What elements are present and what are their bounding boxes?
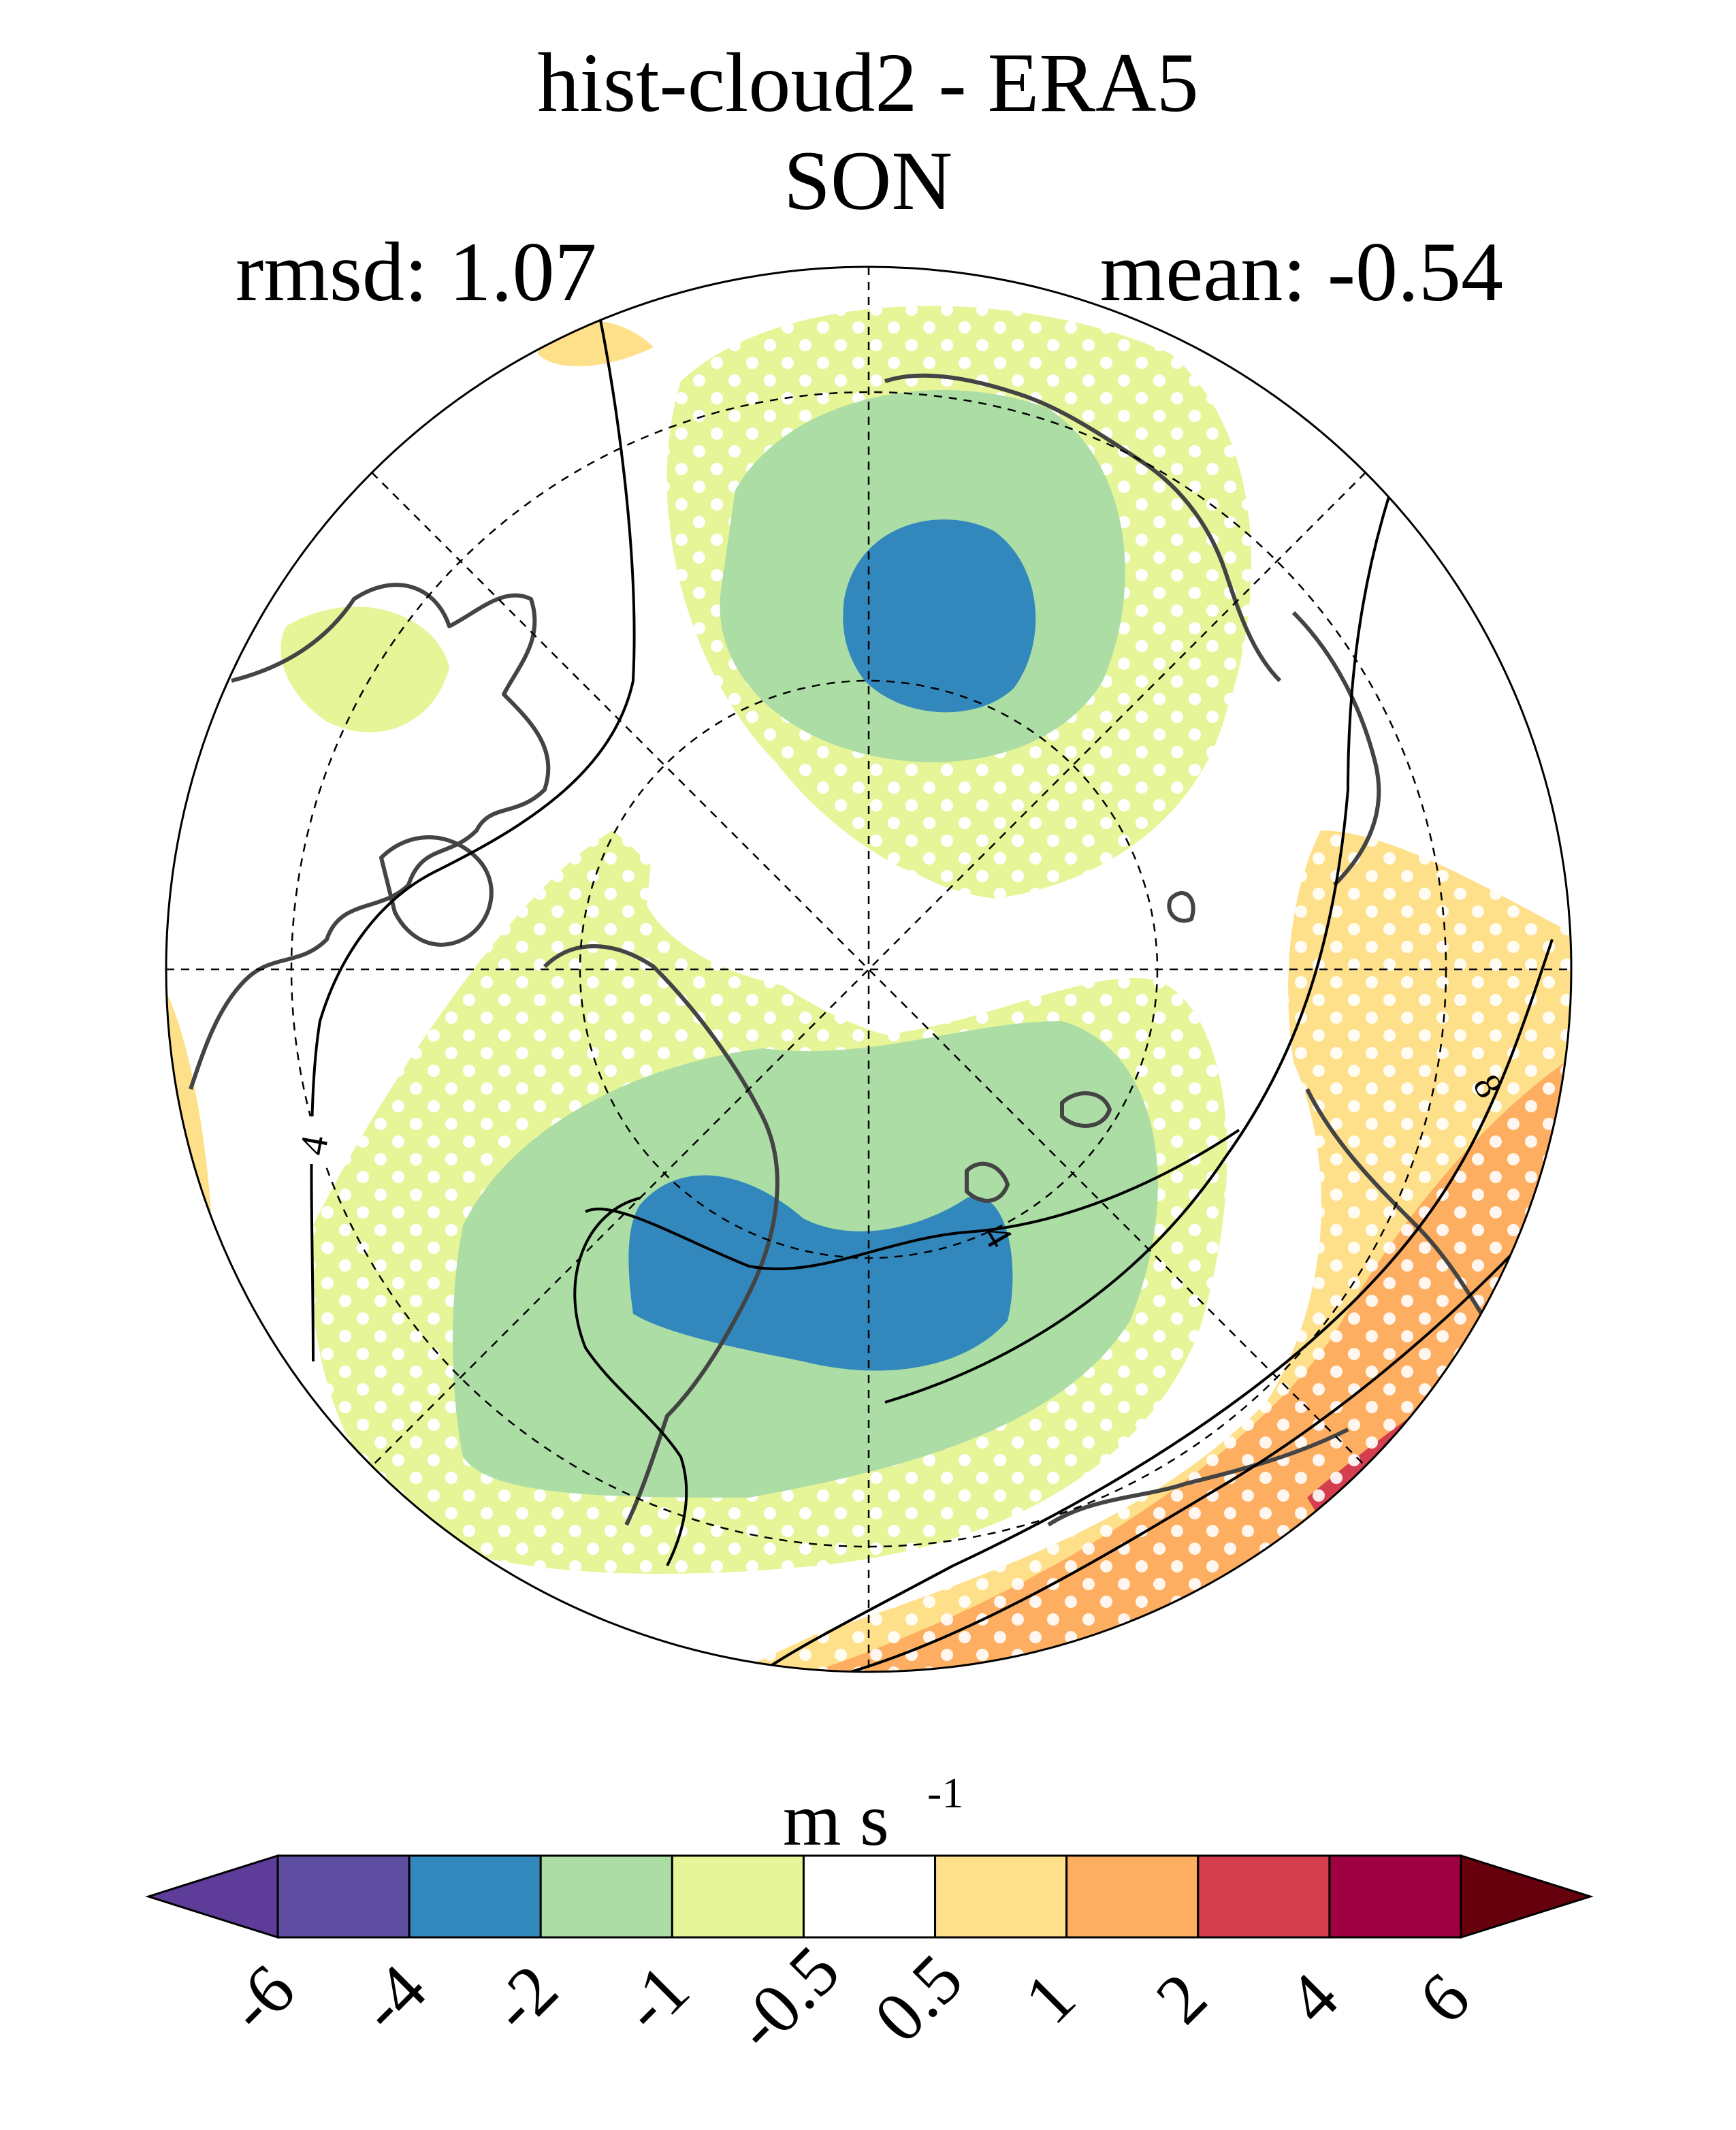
coastline-novaya-zemlya	[1167, 891, 1195, 923]
colorbar	[145, 1854, 1594, 1939]
colorbar-box-5	[802, 1854, 937, 1939]
contour-line-8	[748, 939, 1554, 1672]
colorbar-tick-label: 0.5	[860, 1939, 978, 2057]
colorbar-tick-label: -1	[607, 1950, 705, 2047]
climatology-contours	[310, 312, 1571, 1672]
colorbar-box-3	[539, 1854, 673, 1939]
colorbar-tick-label: -4	[344, 1950, 441, 2047]
coastline-franz-josef	[965, 1161, 1010, 1203]
meridian-diag-2	[371, 472, 1366, 1467]
map-title: hist-cloud2 - ERA5	[537, 36, 1199, 129]
contour-line-4-center	[585, 1129, 1240, 1271]
colorbar-box-8	[1197, 1854, 1331, 1939]
colorbar-box-7	[1065, 1854, 1200, 1939]
colorbar-extend-high	[1460, 1854, 1594, 1939]
coastline-north-america	[189, 583, 551, 1090]
shade-blue-lower	[628, 1175, 1013, 1371]
colorbar-unit: m s -1	[783, 1769, 963, 1861]
colorbar-tick-label: 1	[1010, 1958, 1090, 2039]
coastline-siberia	[884, 373, 1282, 683]
coastline-svalbard	[1060, 1091, 1112, 1128]
contour-line-loop	[573, 1197, 688, 1566]
contour-line-outer	[816, 1169, 1571, 1672]
colorbar-tick-label: -6	[212, 1950, 310, 2047]
colorbar-box-6	[934, 1854, 1068, 1939]
colorbar-box-4	[671, 1854, 805, 1939]
unit-base: m s	[783, 1778, 889, 1861]
coastlines	[189, 373, 1513, 1527]
map-boundary	[165, 265, 1573, 1673]
colorbar-box-9	[1328, 1854, 1462, 1939]
meridian-diag-1	[371, 472, 1366, 1467]
colorbar-box-1	[276, 1854, 411, 1939]
colorbar-tick-label: 4	[1272, 1958, 1353, 2039]
colorbar-tick-label: -0.5	[720, 1931, 854, 2066]
colorbar-tick-label: -2	[476, 1950, 573, 2047]
colorbar-tick-labels: -6 -4 -2 -1 -0.5 0.5 1 2 4 6	[212, 1931, 1484, 2066]
anomaly-field	[166, 267, 1571, 1672]
coastline-greenland	[543, 944, 779, 1526]
shade-blue-upper	[843, 519, 1036, 713]
colorbar-box-2	[408, 1854, 542, 1939]
coastline-canadian-archipelago	[379, 835, 494, 947]
colorbar-tick-label: 6	[1404, 1958, 1485, 2039]
mean-label: mean: -0.54	[1099, 225, 1503, 319]
season-label: SON	[783, 134, 953, 227]
colorbar-extend-low	[145, 1854, 279, 1939]
graticule	[166, 267, 1571, 1672]
coastline-europe	[1047, 1427, 1349, 1527]
rmsd-label: rmsd: 1.07	[236, 225, 597, 319]
coastline-siberia-east	[1291, 611, 1381, 887]
contour-line-right	[884, 496, 1390, 1404]
unit-exponent: -1	[927, 1769, 963, 1817]
shade-light-green-left	[280, 607, 449, 732]
colorbar-tick-label: 2	[1141, 1958, 1221, 2039]
